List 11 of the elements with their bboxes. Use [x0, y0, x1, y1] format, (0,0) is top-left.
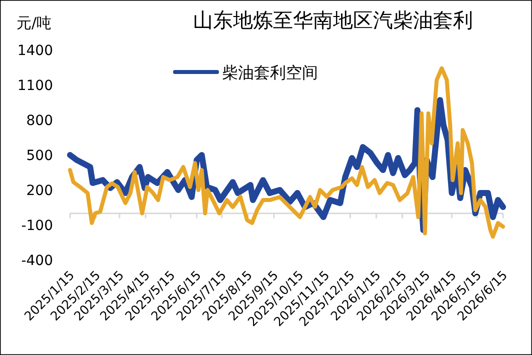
y-tick-label: 800 [26, 113, 53, 129]
line-series [68, 66, 505, 239]
legend-label: 柴油套利空间 [222, 63, 318, 82]
y-tick-label: 1400 [17, 43, 53, 59]
y-tick-label: 200 [26, 183, 53, 199]
chart-title: 山东地炼至华南地区汽柴油套利 [193, 8, 473, 32]
y-axis-title: 元/吨 [16, 14, 52, 32]
y-tick-label: 500 [26, 148, 53, 164]
y-tick-label: -100 [21, 218, 53, 234]
y-tick-label: -400 [21, 253, 53, 269]
y-tick-label: 1100 [17, 78, 53, 94]
